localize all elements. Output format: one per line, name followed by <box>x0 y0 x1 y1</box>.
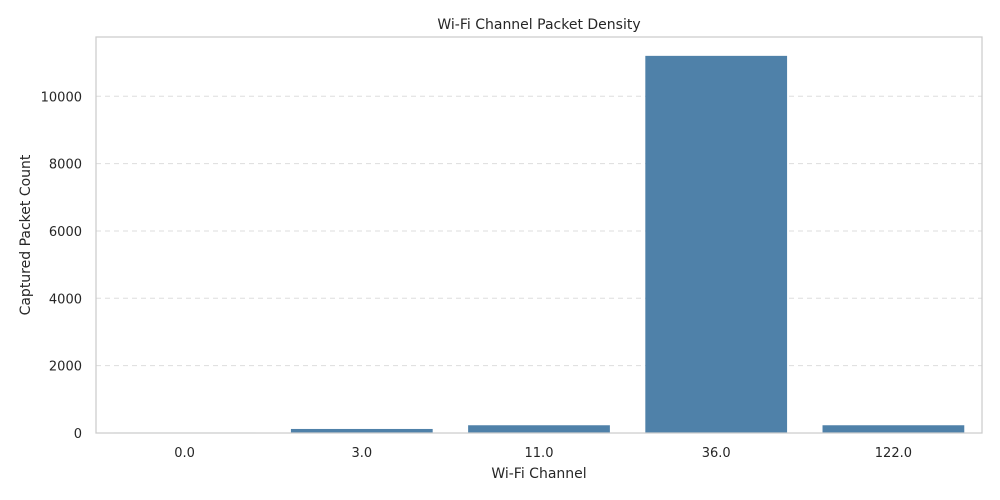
bar-layer <box>113 55 965 433</box>
x-tick-label: 3.0 <box>351 446 372 461</box>
bar-3.0 <box>290 428 433 433</box>
plot-frame <box>95 36 983 434</box>
x-tick-label: 122.0 <box>875 446 912 461</box>
x-tick-labels: 0.0 3.0 11.0 36.0 122.0 <box>174 446 912 461</box>
x-axis-label: Wi-Fi Channel <box>491 466 586 482</box>
y-tick-label: 4000 <box>49 292 82 307</box>
bar-11.0 <box>468 425 610 433</box>
chart-title: Wi-Fi Channel Packet Density <box>437 17 640 33</box>
y-tick-labels: 0 2000 4000 6000 8000 10000 <box>41 90 82 442</box>
y-tick-label: 10000 <box>41 90 82 105</box>
y-tick-label: 6000 <box>49 225 82 240</box>
bar-122.0 <box>822 425 965 433</box>
x-tick-label: 11.0 <box>525 446 554 461</box>
y-axis-label: Captured Packet Count <box>18 154 34 315</box>
y-tick-label: 0 <box>74 427 82 442</box>
bar-36.0 <box>645 55 788 433</box>
y-tick-label: 8000 <box>49 158 82 173</box>
grid-layer <box>96 95 982 367</box>
x-tick-label: 36.0 <box>702 446 731 461</box>
y-tick-label: 2000 <box>49 360 82 375</box>
x-tick-label: 0.0 <box>174 446 195 461</box>
